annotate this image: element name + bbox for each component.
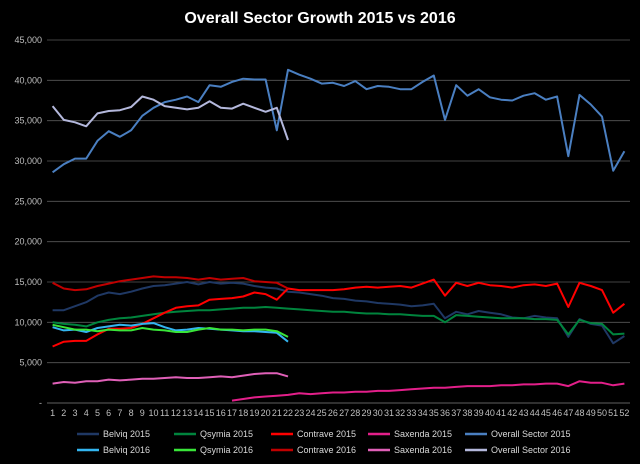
x-tick-label: 28 (350, 408, 360, 418)
x-tick-label: 43 (518, 408, 528, 418)
series-line-contrave-2015 (52, 278, 626, 348)
x-tick-label: 8 (129, 408, 134, 418)
x-tick-label: 12 (171, 408, 181, 418)
y-tick-label: 35,000 (14, 116, 42, 126)
x-tick-label: 35 (429, 408, 439, 418)
x-tick-label: 17 (227, 408, 237, 418)
x-tick-label: 26 (328, 408, 338, 418)
x-tick-label: 18 (238, 408, 248, 418)
legend-label: Overall Sector 2015 (491, 429, 571, 439)
x-tick-label: 45 (541, 408, 551, 418)
x-tick-label: 44 (530, 408, 540, 418)
x-tick-label: 21 (272, 408, 282, 418)
y-tick-label: 30,000 (14, 156, 42, 166)
x-tick-label: 32 (395, 408, 405, 418)
x-tick-label: 39 (474, 408, 484, 418)
x-tick-label: 48 (575, 408, 585, 418)
x-tick-label: 3 (73, 408, 78, 418)
y-tick-label: 20,000 (14, 237, 42, 247)
x-tick-label: 25 (317, 408, 327, 418)
x-tick-label: 42 (507, 408, 517, 418)
legend-label: Belviq 2016 (103, 445, 150, 455)
series-line-contrave-2016 (52, 275, 289, 292)
x-tick-label: 10 (149, 408, 159, 418)
series-line-saxenda-2015 (231, 380, 625, 402)
x-tick-label: 49 (586, 408, 596, 418)
legend-label: Overall Sector 2016 (491, 445, 571, 455)
legend-label: Qsymia 2015 (200, 429, 253, 439)
y-tick-label: 45,000 (14, 35, 42, 45)
x-tick-label: 24 (305, 408, 315, 418)
x-tick-label: 16 (216, 408, 226, 418)
x-tick-label: 13 (182, 408, 192, 418)
x-tick-label: 5 (95, 408, 100, 418)
legend: Belviq 2015 Qsymia 2015 Contrave 2015 Saxen… (77, 429, 571, 455)
series-line-qsymia-2016 (52, 323, 289, 338)
x-tick-label: 6 (106, 408, 111, 418)
series-line-overall-sector-2015 (52, 68, 626, 174)
x-tick-label: 52 (619, 408, 629, 418)
x-tick-label: 23 (294, 408, 304, 418)
x-tick-label: 47 (563, 408, 573, 418)
series-line-saxenda-2016 (52, 372, 289, 385)
legend-label: Contrave 2016 (297, 445, 356, 455)
legend-label: Belviq 2015 (103, 429, 150, 439)
x-tick-label: 40 (485, 408, 495, 418)
y-axis: - 5,000 10,000 15,000 20,000 25,000 30,000 35,0… (14, 35, 42, 408)
x-tick-label: 22 (283, 408, 293, 418)
y-tick-label: 5,000 (19, 358, 42, 368)
x-tick-label: 31 (384, 408, 394, 418)
x-tick-label: 27 (339, 408, 349, 418)
plot-area (51, 68, 626, 402)
legend-label: Saxenda 2015 (394, 429, 452, 439)
y-tick-label: 25,000 (14, 196, 42, 206)
legend-label: Saxenda 2016 (394, 445, 452, 455)
x-tick-label: 46 (552, 408, 562, 418)
y-tick-label: 15,000 (14, 277, 42, 287)
x-tick-label: 1 (50, 408, 55, 418)
x-tick-label: 7 (117, 408, 122, 418)
y-tick-label: 10,000 (14, 317, 42, 327)
x-tick-label: 37 (451, 408, 461, 418)
series-line-qsymia-2015 (52, 306, 625, 336)
x-tick-label: 50 (597, 408, 607, 418)
x-tick-label: 41 (496, 408, 506, 418)
y-tick-label: - (39, 398, 42, 408)
x-axis: 1 2 3 4 5 6 7 8 9 10 11 12 13 14 15 16 17 18 19 20 21 22 23 24 2… (50, 408, 629, 418)
x-tick-label: 33 (406, 408, 416, 418)
x-tick-label: 19 (249, 408, 259, 418)
x-tick-label: 30 (373, 408, 383, 418)
series-line-overall-sector-2016 (51, 95, 289, 141)
x-tick-label: 15 (205, 408, 215, 418)
y-tick-label: 40,000 (14, 75, 42, 85)
series-line-belviq-2015 (52, 281, 625, 345)
x-tick-label: 4 (84, 408, 89, 418)
x-tick-label: 9 (140, 408, 145, 418)
x-tick-label: 14 (193, 408, 203, 418)
legend-label: Contrave 2015 (297, 429, 356, 439)
chart-title: Overall Sector Growth 2015 vs 2016 (184, 10, 455, 27)
x-tick-label: 51 (608, 408, 618, 418)
x-tick-label: 38 (462, 408, 472, 418)
x-tick-label: 2 (61, 408, 66, 418)
x-tick-label: 34 (418, 408, 428, 418)
legend-label: Qsymia 2016 (200, 445, 253, 455)
x-tick-label: 36 (440, 408, 450, 418)
x-tick-label: 11 (160, 408, 169, 418)
x-tick-label: 29 (362, 408, 372, 418)
x-tick-label: 20 (261, 408, 271, 418)
